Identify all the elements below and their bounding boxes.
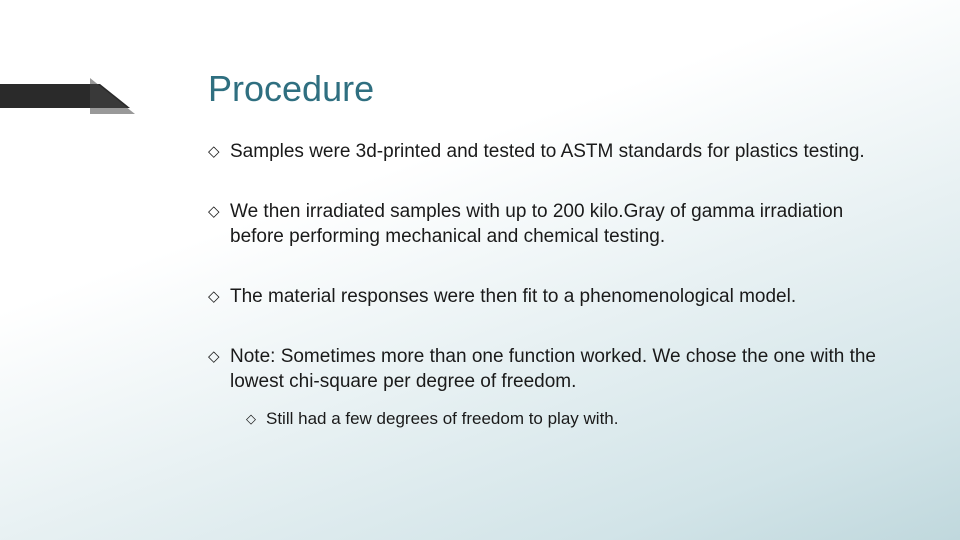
sub-list-item: ◇ Still had a few degrees of freedom to … bbox=[246, 408, 888, 430]
slide-title: Procedure bbox=[208, 68, 374, 110]
list-item-text: The material responses were then fit to … bbox=[230, 285, 888, 309]
list-item: ◇ We then irradiated samples with up to … bbox=[208, 200, 888, 249]
list-item-text: We then irradiated samples with up to 20… bbox=[230, 200, 888, 249]
list-item: ◇ Note: Sometimes more than one function… bbox=[208, 345, 888, 430]
list-item-text: Note: Sometimes more than one function w… bbox=[230, 345, 888, 394]
diamond-bullet-icon: ◇ bbox=[246, 408, 266, 430]
list-item: ◇ Samples were 3d-printed and tested to … bbox=[208, 140, 888, 164]
diamond-bullet-icon: ◇ bbox=[208, 200, 230, 224]
diamond-bullet-icon: ◇ bbox=[208, 140, 230, 164]
bullet-list: ◇ Samples were 3d-printed and tested to … bbox=[208, 140, 888, 466]
diamond-bullet-icon: ◇ bbox=[208, 285, 230, 309]
list-item-text: Samples were 3d-printed and tested to AS… bbox=[230, 140, 888, 164]
sub-list-item-text: Still had a few degrees of freedom to pl… bbox=[266, 408, 888, 430]
diamond-bullet-icon: ◇ bbox=[208, 345, 230, 369]
list-item: ◇ The material responses were then fit t… bbox=[208, 285, 888, 309]
corner-decoration bbox=[0, 78, 135, 114]
